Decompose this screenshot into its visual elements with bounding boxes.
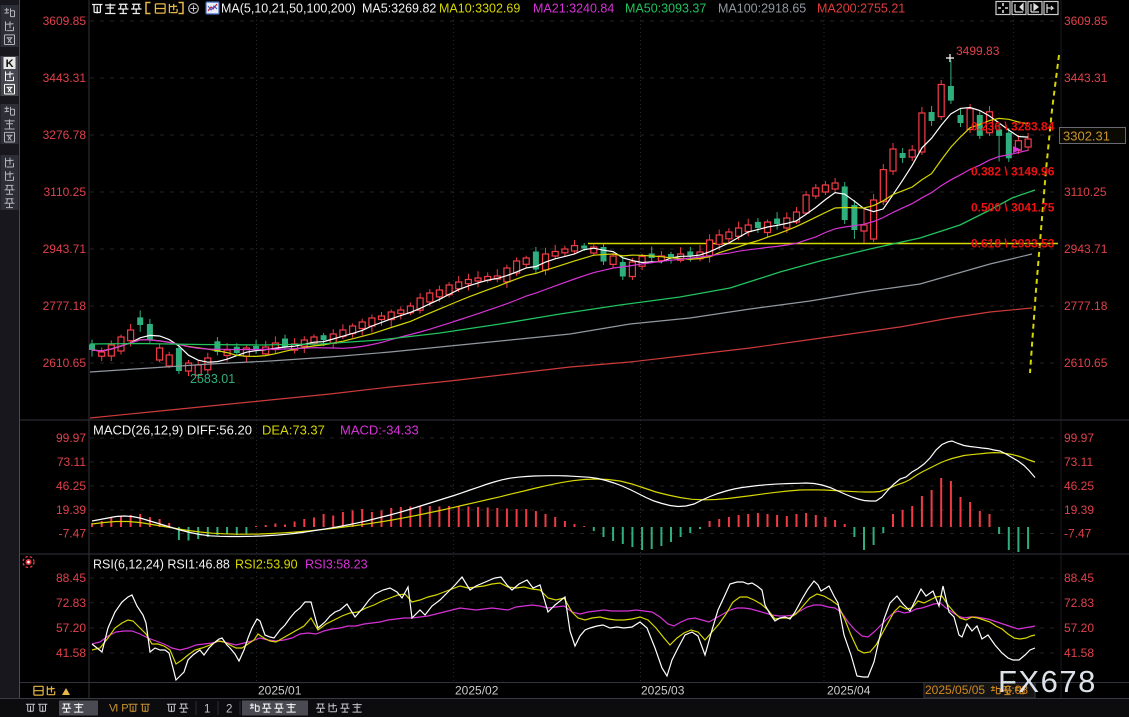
svg-text:46.25: 46.25 — [56, 479, 86, 493]
svg-text:57.20: 57.20 — [56, 621, 86, 635]
svg-text:88.45: 88.45 — [56, 571, 86, 585]
svg-text:0.382 \ 3149.96: 0.382 \ 3149.96 — [971, 165, 1055, 179]
svg-text:99.97: 99.97 — [56, 431, 86, 445]
svg-text:73.11: 73.11 — [1064, 455, 1093, 469]
svg-text:0.500 \ 3041.75: 0.500 \ 3041.75 — [971, 201, 1055, 215]
svg-text:0.618 \ 2933.53: 0.618 \ 2933.53 — [971, 237, 1055, 251]
svg-text:88.45: 88.45 — [1064, 571, 1094, 585]
svg-text:0.236 \ 3283.84: 0.236 \ 3283.84 — [971, 120, 1055, 134]
svg-text:2943.71: 2943.71 — [43, 242, 87, 256]
svg-text:MA50:3093.37: MA50:3093.37 — [625, 2, 706, 16]
svg-text:72.83: 72.83 — [56, 596, 86, 610]
svg-text:3110.25: 3110.25 — [44, 185, 87, 199]
svg-text:3276.78: 3276.78 — [43, 128, 87, 142]
svg-text:MA10:3302.69: MA10:3302.69 — [439, 2, 520, 16]
svg-text:6:08: 6:08 — [1005, 683, 1029, 697]
svg-text:I: I — [115, 703, 118, 715]
svg-text:99.97: 99.97 — [1064, 431, 1094, 445]
svg-text:19.39: 19.39 — [1064, 503, 1094, 517]
svg-text:3443.31: 3443.31 — [1064, 71, 1108, 85]
svg-text:2025/02: 2025/02 — [455, 684, 499, 698]
svg-text:3609.85: 3609.85 — [43, 14, 87, 28]
svg-text:MACD(26,12,9) DIFF:56.20: MACD(26,12,9) DIFF:56.20 — [93, 423, 252, 438]
svg-text:MA200:2755.21: MA200:2755.21 — [817, 2, 905, 16]
svg-text:V: V — [109, 703, 117, 715]
svg-text:2025/04: 2025/04 — [827, 684, 871, 698]
svg-text:2943.71: 2943.71 — [1064, 242, 1108, 256]
svg-text:2610.65: 2610.65 — [1064, 356, 1108, 370]
svg-text:2610.65: 2610.65 — [43, 356, 87, 370]
svg-text:3609.85: 3609.85 — [1064, 14, 1108, 28]
svg-text:K: K — [6, 58, 14, 70]
svg-text:2777.18: 2777.18 — [1064, 299, 1108, 313]
svg-text:MA100:2918.65: MA100:2918.65 — [718, 2, 806, 16]
svg-text:19.39: 19.39 — [56, 503, 86, 517]
svg-text:2: 2 — [226, 704, 232, 716]
svg-text:MA21:3240.84: MA21:3240.84 — [533, 2, 614, 16]
svg-text:FX678: FX678 — [998, 664, 1097, 699]
svg-text:2025/05/05: 2025/05/05 — [925, 683, 985, 697]
svg-text:RSI2:53.90: RSI2:53.90 — [235, 558, 298, 572]
svg-text:RSI3:58.23: RSI3:58.23 — [305, 558, 368, 572]
svg-text:3443.31: 3443.31 — [43, 71, 87, 85]
svg-text:46.25: 46.25 — [1064, 479, 1094, 493]
svg-text:P: P — [121, 703, 128, 715]
svg-text:3499.83: 3499.83 — [956, 44, 1000, 58]
svg-text:2025/01: 2025/01 — [258, 684, 302, 698]
svg-text:3302.31: 3302.31 — [1063, 129, 1110, 144]
svg-text:57.20: 57.20 — [1064, 621, 1094, 635]
svg-text:72.83: 72.83 — [1064, 596, 1094, 610]
svg-text:2583.01: 2583.01 — [190, 372, 235, 386]
svg-text:-7.47: -7.47 — [59, 527, 87, 541]
svg-text:MACD:-34.33: MACD:-34.33 — [340, 423, 419, 438]
svg-text:1: 1 — [204, 704, 210, 716]
svg-text:-7.47: -7.47 — [1064, 527, 1092, 541]
svg-text:DEA:73.37: DEA:73.37 — [262, 423, 325, 438]
svg-text:41.58: 41.58 — [56, 646, 86, 660]
svg-text:41.58: 41.58 — [1064, 646, 1094, 660]
svg-text:3110.25: 3110.25 — [1064, 185, 1107, 199]
svg-text:2777.18: 2777.18 — [43, 299, 87, 313]
svg-text:2025/03: 2025/03 — [641, 684, 685, 698]
svg-text:MA(5,10,21,50,100,200): MA(5,10,21,50,100,200) — [221, 2, 356, 16]
svg-text:73.11: 73.11 — [57, 455, 86, 469]
svg-text:MA5:3269.82: MA5:3269.82 — [362, 2, 436, 16]
svg-text:RSI(6,12,24) RSI1:46.88: RSI(6,12,24) RSI1:46.88 — [93, 558, 230, 572]
